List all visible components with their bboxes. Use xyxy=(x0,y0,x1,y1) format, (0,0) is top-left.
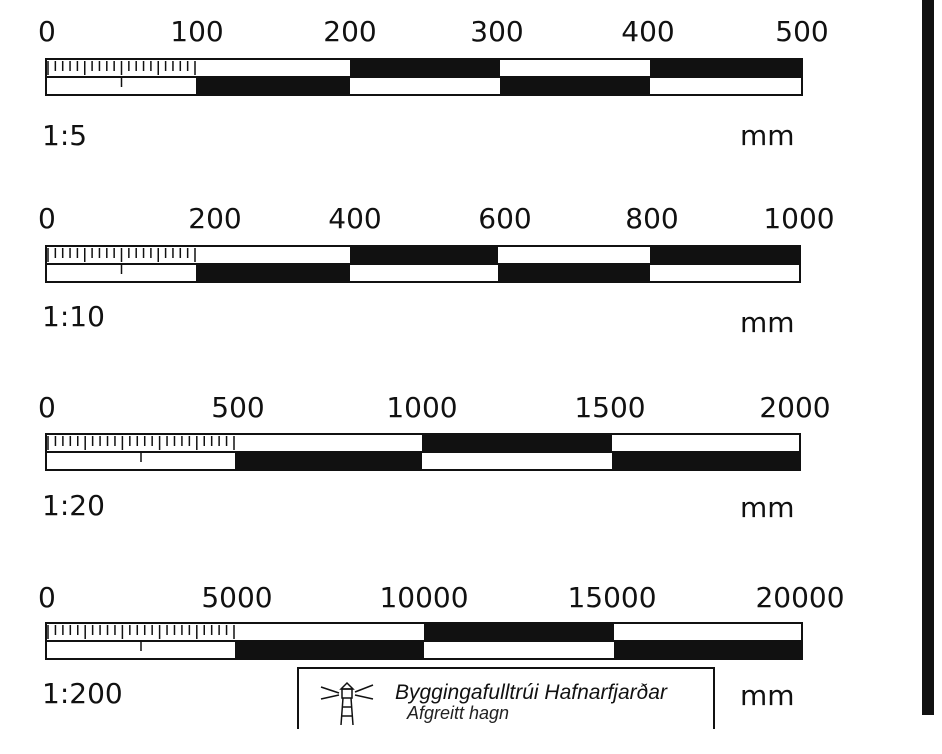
scale-bar-graphic xyxy=(45,245,801,283)
scale-unit: mm xyxy=(740,306,795,339)
tick-label: 400 xyxy=(621,15,675,48)
tick-label: 500 xyxy=(775,15,829,48)
scale-unit: mm xyxy=(740,679,795,712)
tick-label: 15000 xyxy=(567,581,657,614)
tick-label: 600 xyxy=(478,202,532,235)
tick-label: 20000 xyxy=(755,581,845,614)
scale-bar-graphic xyxy=(45,433,801,471)
scale-bar-1-10: 0 200 400 600 800 1000 1:10 mm xyxy=(0,205,910,375)
page-border-right xyxy=(922,0,934,715)
scale-unit: mm xyxy=(740,119,795,152)
scale-bar-graphic xyxy=(45,622,803,660)
scale-ratio: 1:10 xyxy=(42,300,105,333)
scale-unit: mm xyxy=(740,491,795,524)
tick-label: 500 xyxy=(211,391,265,424)
tick-label: 1000 xyxy=(386,391,458,424)
tick-label: 200 xyxy=(323,15,377,48)
tick-label: 800 xyxy=(625,202,679,235)
stamp-subtitle: Afgreitt hagn xyxy=(407,703,510,723)
scale-bar-1-200: 0 5000 10000 15000 20000 1:200 mm xyxy=(0,584,910,754)
tick-label: 300 xyxy=(470,15,524,48)
tick-label: 1500 xyxy=(574,391,646,424)
scale-ratio: 1:20 xyxy=(42,489,105,522)
tick-label: 100 xyxy=(170,15,224,48)
tick-label: 2000 xyxy=(759,391,831,424)
scale-bar-1-20: 0 500 1000 1500 2000 1:20 mm xyxy=(0,394,910,564)
approval-stamp: Byggingafulltrúi Hafnarfjarðar Afgreitt … xyxy=(297,667,715,729)
scale-ratio: 1:5 xyxy=(42,119,88,152)
scale-bar-1-5: 0 100 200 300 400 500 1:5 mm xyxy=(0,18,910,188)
lighthouse-icon xyxy=(320,681,374,725)
tick-label: 1000 xyxy=(763,202,835,235)
tick-label: 400 xyxy=(328,202,382,235)
tick-label: 0 xyxy=(38,15,56,48)
tick-label: 5000 xyxy=(201,581,273,614)
tick-label: 0 xyxy=(38,391,56,424)
tick-label: 0 xyxy=(38,581,56,614)
scale-ratio: 1:200 xyxy=(42,677,123,710)
tick-label: 200 xyxy=(188,202,242,235)
tick-label: 10000 xyxy=(379,581,469,614)
stamp-title: Byggingafulltrúi Hafnarfjarðar xyxy=(395,681,667,704)
scale-bar-graphic xyxy=(45,58,803,96)
tick-label: 0 xyxy=(38,202,56,235)
